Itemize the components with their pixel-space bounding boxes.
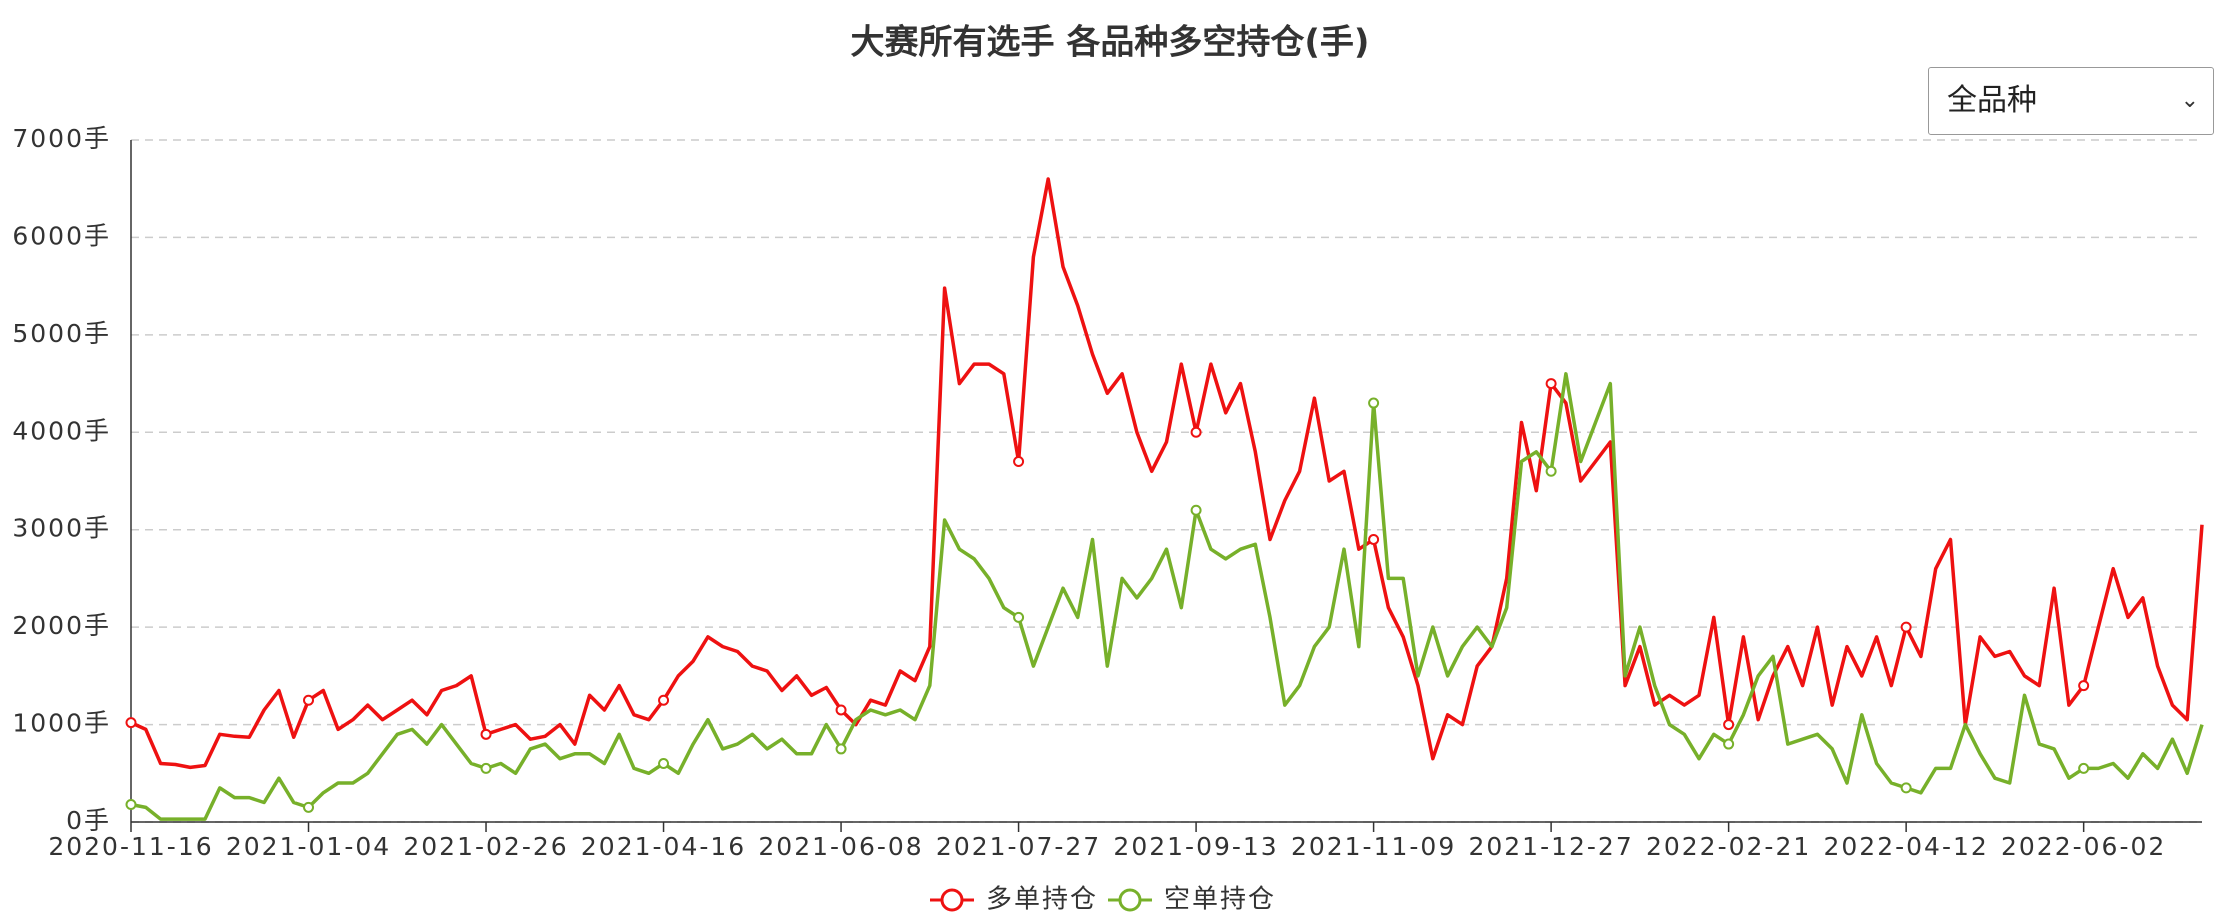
point-marker [1545, 465, 1557, 477]
x-tick-label: 2021-07-27 [936, 832, 1101, 861]
x-tick-label: 2022-02-21 [1646, 832, 1811, 861]
x-tick-label: 2022-04-12 [1823, 832, 1988, 861]
point-marker [835, 743, 847, 755]
series-line [130, 177, 2204, 770]
x-tick-label: 2021-09-13 [1113, 832, 1278, 861]
point-marker [2078, 762, 2090, 774]
y-tick-label: 3000手 [12, 514, 111, 543]
point-marker [658, 694, 670, 706]
x-tick-label: 2021-12-27 [1468, 832, 1633, 861]
legend-label: 多单持仓 [986, 885, 1098, 915]
point-marker [1723, 738, 1735, 750]
point-marker [658, 758, 670, 770]
y-tick-label: 4000手 [12, 416, 111, 445]
x-tick-label: 2021-04-16 [581, 832, 746, 861]
y-tick-label: 0手 [66, 806, 111, 835]
point-marker [1368, 533, 1380, 545]
legend-marker [940, 888, 964, 912]
point-marker [480, 762, 492, 774]
y-tick-label: 5000手 [12, 319, 111, 348]
product-selector[interactable]: 全品种 ⌄ [1928, 67, 2214, 135]
y-tick-label: 1000手 [12, 709, 111, 738]
point-marker [1723, 719, 1735, 731]
y-tick-label: 7000手 [12, 124, 111, 153]
x-tick-label: 2020-11-16 [48, 832, 213, 861]
x-tick-label: 2022-06-02 [2001, 832, 2166, 861]
x-tick-label: 2021-01-04 [226, 832, 391, 861]
point-marker [1190, 504, 1202, 516]
point-marker [1900, 782, 1912, 794]
y-tick-label: 2000手 [12, 611, 111, 640]
point-marker [480, 728, 492, 740]
chart-title: 大赛所有选手 各品种多空持仓(手) [851, 23, 1370, 63]
point-marker [1900, 621, 1912, 633]
point-marker [125, 717, 137, 729]
point-marker [303, 694, 315, 706]
point-marker [1545, 378, 1557, 390]
point-marker [1013, 456, 1025, 468]
y-tick-label: 6000手 [12, 221, 111, 250]
selector-arrow: ⌄ [2180, 88, 2199, 113]
point-marker [835, 704, 847, 716]
legend-marker [1118, 888, 1142, 912]
series-line [130, 372, 2204, 821]
selector-value: 全品种 [1947, 83, 2037, 118]
x-tick-label: 2021-06-08 [758, 832, 923, 861]
x-tick-label: 2021-02-26 [403, 832, 568, 861]
point-marker [1013, 611, 1025, 623]
x-tick-label: 2021-11-09 [1291, 832, 1456, 861]
point-marker [1368, 397, 1380, 409]
point-marker [125, 798, 137, 810]
point-marker [1190, 426, 1202, 438]
point-marker [303, 801, 315, 813]
legend-label: 空单持仓 [1164, 885, 1276, 915]
point-marker [2078, 680, 2090, 692]
